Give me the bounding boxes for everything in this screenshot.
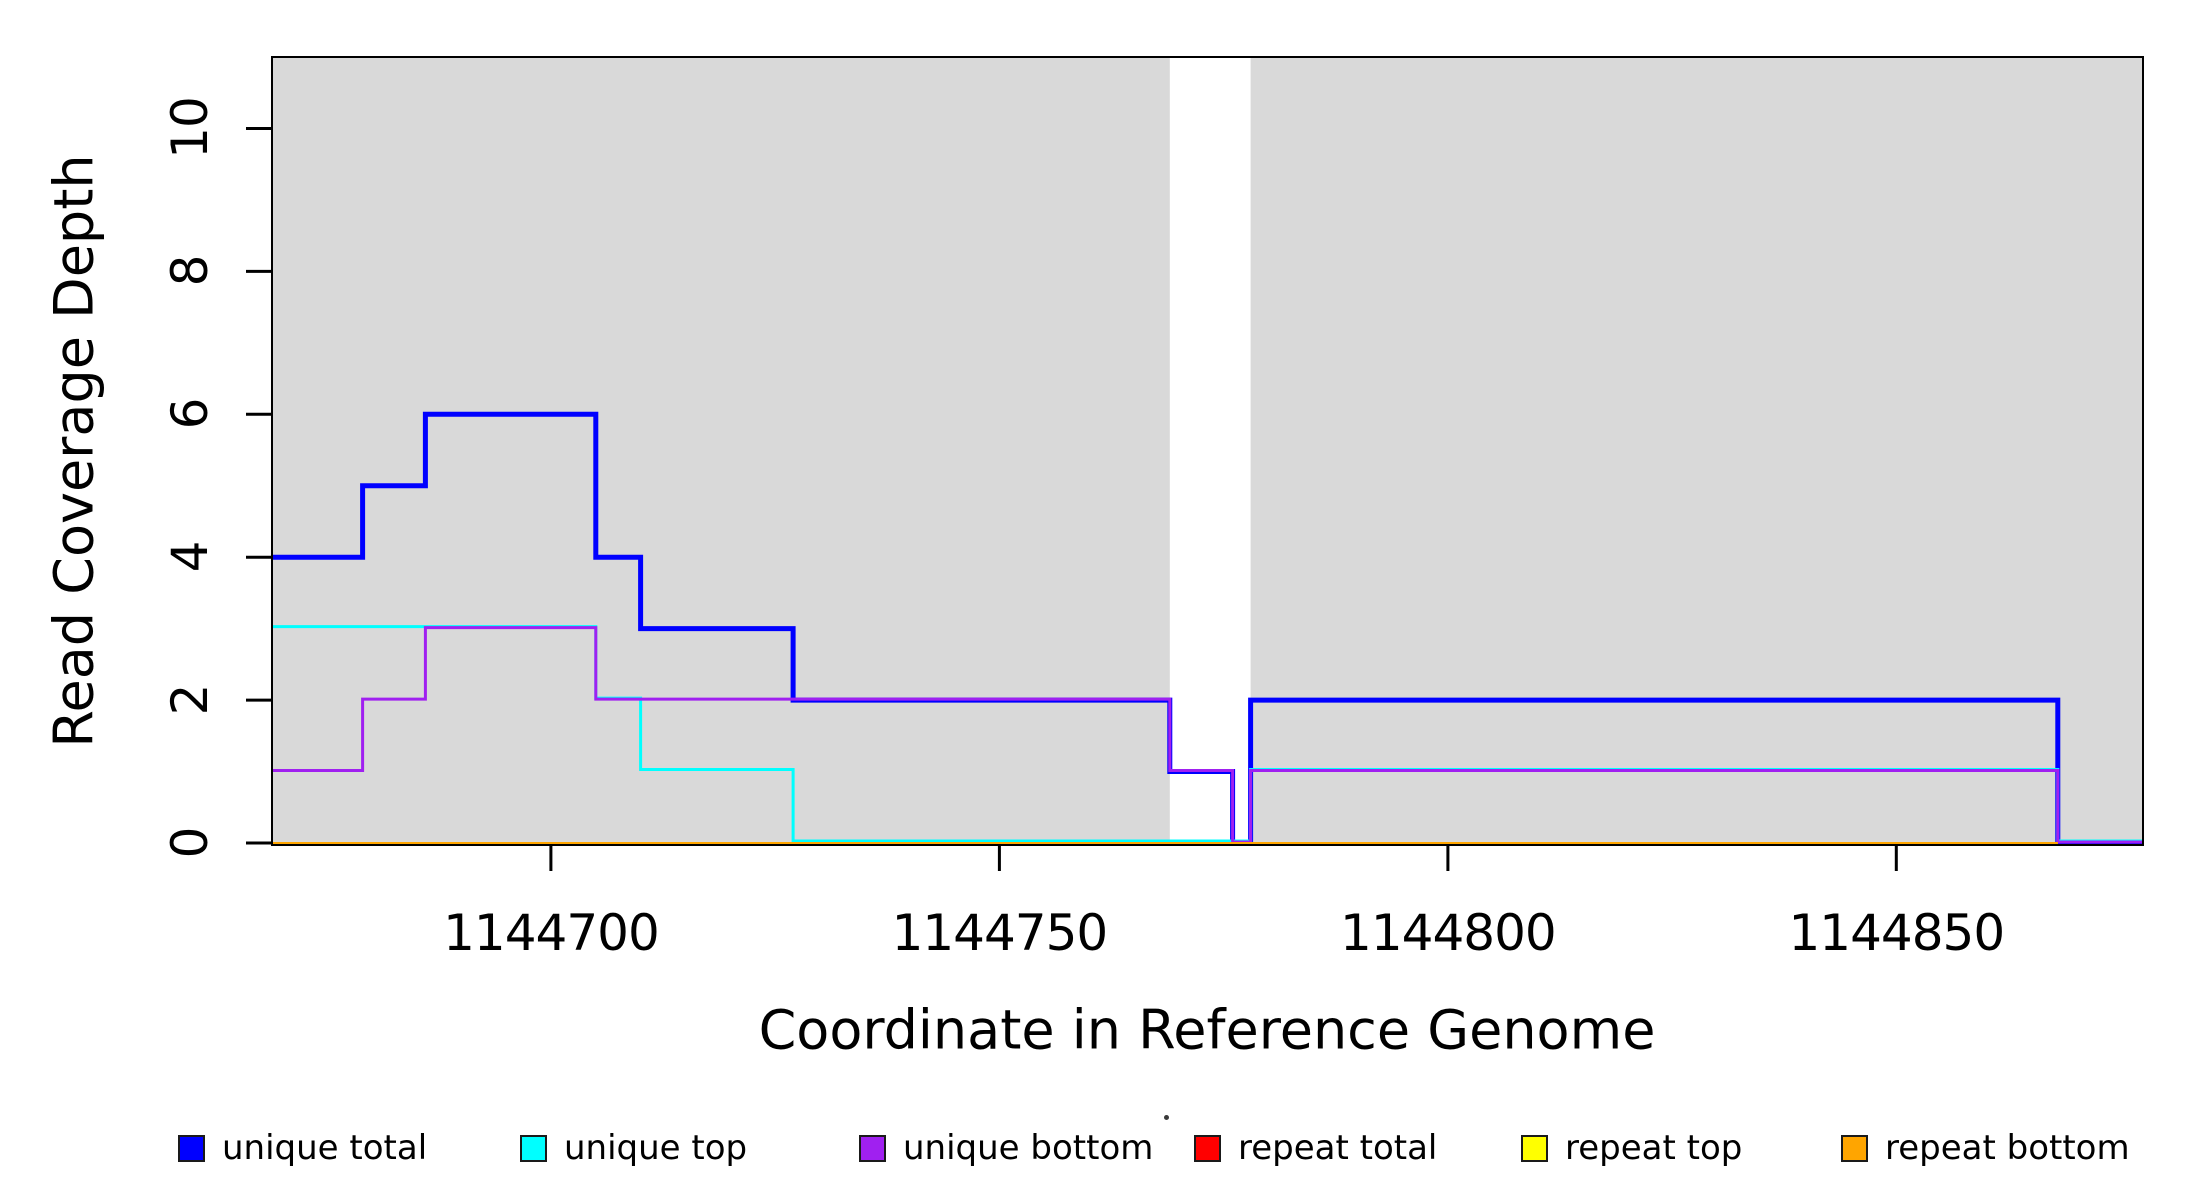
shaded-region-1 bbox=[1250, 57, 2143, 843]
legend-swatch-unique-total bbox=[178, 1134, 205, 1162]
y-tick-label-4: 4 bbox=[161, 541, 219, 573]
x-tick-label-1144700: 1144700 bbox=[443, 904, 660, 962]
y-tick-label-10: 10 bbox=[161, 97, 219, 160]
legend-swatch-unique-bottom bbox=[859, 1134, 886, 1162]
x-tick-label-1144800: 1144800 bbox=[1340, 904, 1557, 962]
legend-item-unique-total: unique total bbox=[178, 1128, 428, 1168]
legend-swatch-repeat-total bbox=[1194, 1134, 1221, 1162]
legend-label: unique bottom bbox=[903, 1128, 1154, 1168]
legend-label: unique total bbox=[222, 1128, 428, 1168]
legend-label: repeat total bbox=[1238, 1128, 1438, 1168]
x-tick-label-1144750: 1144750 bbox=[891, 904, 1109, 962]
legend-item-repeat-total: repeat total bbox=[1194, 1128, 1438, 1168]
legend-label: repeat bottom bbox=[1885, 1128, 2130, 1168]
y-tick-label-2: 2 bbox=[161, 684, 219, 716]
legend-item-unique-top: unique top bbox=[520, 1128, 748, 1168]
x-axis-title: Coordinate in Reference Genome bbox=[758, 998, 1656, 1062]
x-tick-label-1144850: 1144850 bbox=[1788, 904, 2006, 962]
legend-swatch-repeat-bottom bbox=[1841, 1134, 1868, 1162]
legend-item-repeat-bottom: repeat bottom bbox=[1841, 1128, 2130, 1168]
y-axis-title: Read Coverage Depth bbox=[42, 154, 106, 748]
series-line-unique-bottom bbox=[272, 626, 2143, 844]
legend-item-unique-bottom: unique bottom bbox=[859, 1128, 1154, 1168]
legend-swatch-unique-top bbox=[520, 1134, 547, 1162]
legend-swatch-repeat-top bbox=[1521, 1134, 1548, 1162]
y-tick-label-6: 6 bbox=[161, 398, 219, 430]
shaded-region-0 bbox=[272, 57, 1170, 843]
plot-box bbox=[271, 56, 2144, 846]
legend-label: unique top bbox=[564, 1128, 748, 1168]
legend-label: repeat top bbox=[1565, 1128, 1743, 1168]
legend-item-repeat-top: repeat top bbox=[1521, 1128, 1743, 1168]
series-line-unique-total bbox=[272, 411, 2143, 846]
y-tick-label-8: 8 bbox=[161, 255, 219, 287]
stray-dot bbox=[1164, 1115, 1169, 1120]
y-tick-label-0: 0 bbox=[161, 827, 219, 859]
